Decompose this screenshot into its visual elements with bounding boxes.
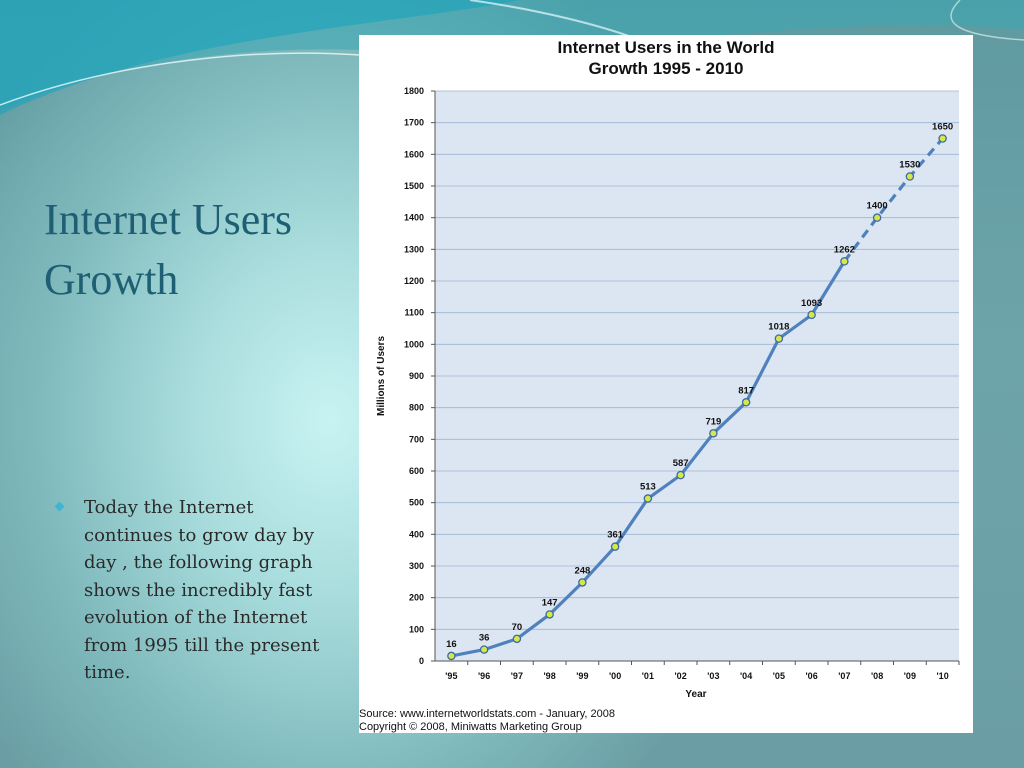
x-axis-label: Year	[685, 689, 706, 700]
y-tick-label: 1700	[404, 118, 424, 128]
x-tick-label: '96	[478, 671, 490, 681]
data-point	[807, 310, 816, 320]
chart-card: Internet Users in the World Growth 1995 …	[359, 35, 973, 733]
data-label: 513	[640, 482, 656, 493]
y-axis-ticks: 0 100 200 300 400 500 600 700 800 900 1000 1100 1200…	[404, 86, 435, 666]
y-tick-label: 1200	[404, 276, 424, 286]
data-label: 1650	[932, 122, 953, 133]
x-tick-label: '01	[642, 671, 654, 681]
data-point	[938, 134, 947, 143]
data-point	[840, 257, 849, 266]
series-line-projected	[843, 137, 944, 263]
x-tick-label: '05	[773, 671, 785, 681]
x-tick-label: '09	[904, 671, 916, 681]
y-tick-label: 1500	[404, 181, 424, 191]
slide-title: Internet Users Growth	[44, 190, 354, 310]
data-label: 719	[705, 416, 721, 427]
y-tick-label: 1000	[404, 339, 424, 349]
y-tick-label: 1400	[404, 213, 424, 223]
data-point	[741, 398, 751, 407]
x-tick-label: '08	[871, 671, 883, 681]
chart-title-line2: Growth 1995 - 2010	[589, 59, 744, 78]
data-point	[610, 542, 620, 551]
copyright-line: Copyright © 2008, Miniwatts Marketing Gr…	[359, 721, 582, 733]
data-label: 361	[607, 530, 624, 541]
y-tick-label: 800	[409, 403, 424, 413]
data-label: 587	[673, 458, 689, 469]
data-label: 1400	[867, 201, 888, 212]
y-tick-label: 500	[409, 498, 424, 508]
x-tick-label: '97	[511, 671, 523, 681]
data-point	[479, 645, 489, 654]
y-tick-label: 400	[409, 529, 424, 539]
y-tick-label: 100	[409, 624, 424, 634]
data-point	[578, 578, 587, 587]
decorative-swoosh	[0, 0, 1024, 115]
data-labels: 16 36 70 147 248 361 513 587 719 817 1018 1093 1262 1…	[446, 122, 953, 650]
slide-title-line1: Internet Users	[44, 195, 293, 244]
y-tick-label: 700	[409, 434, 424, 444]
data-label: 36	[479, 633, 490, 644]
data-points	[447, 134, 947, 661]
data-point	[774, 334, 784, 343]
y-tick-label: 900	[409, 371, 424, 381]
x-tick-label: '03	[707, 671, 719, 681]
x-tick-label: '10	[937, 671, 949, 681]
data-label: 16	[446, 639, 457, 650]
y-axis-label: Millions of Users	[376, 336, 387, 416]
y-tick-label: 600	[409, 466, 424, 476]
data-point	[872, 213, 882, 222]
data-label: 147	[542, 597, 558, 608]
x-tick-label: '95	[445, 671, 457, 681]
x-tick-label: '02	[675, 671, 687, 681]
data-point	[676, 470, 685, 480]
data-point	[447, 651, 456, 661]
data-label: 1262	[834, 244, 855, 255]
x-tick-label: '00	[609, 671, 621, 681]
y-tick-label: 200	[409, 593, 424, 603]
x-tick-label: '04	[740, 671, 752, 681]
data-point	[905, 172, 915, 181]
source-line: Source: www.internetworldstats.com - Jan…	[359, 708, 615, 720]
data-label: 248	[574, 565, 590, 576]
data-label: 817	[738, 385, 754, 396]
slide-title-line2: Growth	[44, 255, 179, 304]
data-point	[512, 634, 522, 644]
data-label: 1530	[899, 160, 920, 171]
data-label: 1018	[768, 322, 789, 333]
bullet-text: Today the Internet continues to grow day…	[84, 497, 320, 683]
data-point	[643, 494, 653, 503]
bullet-marker-icon	[54, 501, 65, 512]
x-tick-label: '07	[838, 671, 850, 681]
line-chart: Internet Users in the World Growth 1995 …	[359, 38, 960, 733]
y-tick-label: 0	[419, 656, 424, 666]
data-point	[709, 429, 718, 438]
y-tick-label: 1300	[404, 244, 424, 254]
data-label: 1093	[801, 298, 822, 309]
gridlines	[435, 90, 959, 630]
x-axis-ticks: '95 '96 '97 '98 '99 '00 '01 '02 '03 '04 '05 '06 '07 '…	[445, 661, 960, 681]
x-tick-label: '06	[806, 671, 818, 681]
y-tick-label: 1100	[404, 308, 424, 318]
y-tick-label: 1600	[404, 149, 424, 159]
x-tick-label: '99	[576, 671, 588, 681]
y-tick-label: 300	[409, 561, 424, 571]
data-point	[545, 610, 554, 619]
x-tick-label: '98	[544, 671, 556, 681]
y-tick-label: 1800	[404, 86, 424, 96]
bullet-item: Today the Internet continues to grow day…	[54, 494, 341, 687]
data-label: 70	[512, 622, 523, 633]
chart-title-line1: Internet Users in the World	[558, 38, 775, 57]
